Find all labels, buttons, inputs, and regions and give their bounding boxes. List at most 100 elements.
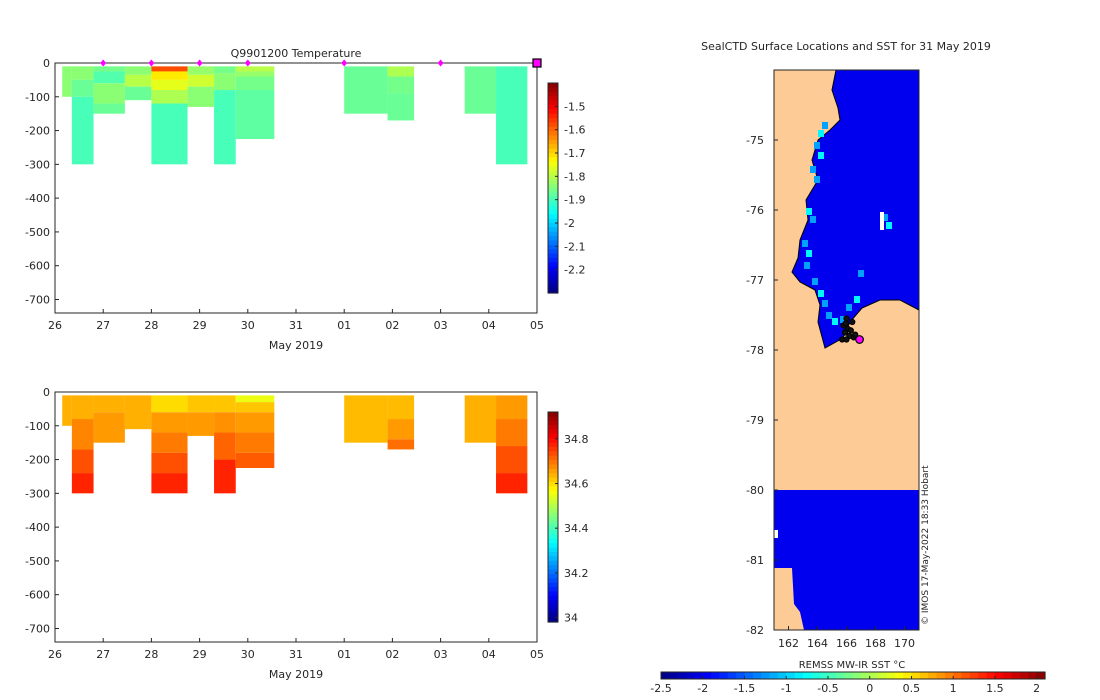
temperature-cell-1-2 — [71, 96, 94, 165]
sst-colorbar-step — [886, 672, 896, 679]
temperature-colorbar-label: -1.9 — [564, 194, 585, 207]
sst-colorbar-step — [961, 672, 971, 679]
salinity-panel: 0 -100 -200 -300 -400 -500 -600 -700 26 27 28 29 30… — [25, 386, 588, 681]
salinity-xtick-label: 04 — [482, 648, 496, 661]
temperature-colorbar-label: -2.1 — [564, 240, 585, 253]
salinity-xtick-label: 01 — [337, 648, 351, 661]
salinity-colorbar-step — [548, 530, 558, 536]
salinity-cell-4-3 — [151, 452, 188, 474]
salinity-cell-5-0 — [187, 395, 215, 413]
temperature-colorbar-step — [548, 87, 558, 93]
sst-colorbar-label: 1 — [950, 682, 957, 695]
temperature-colorbar-step — [548, 113, 558, 119]
coastal-sst-cell — [806, 208, 812, 215]
salinity-colorbar-step — [548, 591, 558, 597]
sst-colorbar-label: 0.5 — [903, 682, 921, 695]
salinity-colorbar-step — [548, 499, 558, 505]
sst-colorbar-step — [736, 672, 746, 679]
sst-colorbar-step — [694, 672, 704, 679]
temperature-colorbar-step — [548, 236, 558, 242]
temperature-cell-0-0 — [62, 66, 72, 97]
temperature-title: Q9901200 Temperature — [231, 47, 362, 60]
salinity-x-ticks: 26 27 28 29 30 31 01 02 03 04 05 — [48, 638, 544, 661]
surface-location-marker — [148, 59, 155, 67]
temperature-colorbar-step — [548, 223, 558, 228]
salinity-cell-2-1 — [93, 412, 125, 443]
coastal-sst-cell — [832, 318, 838, 325]
sst-colorbar-step — [878, 672, 887, 679]
salinity-colorbar-step — [548, 525, 558, 531]
map-lon-tick-label: 166 — [836, 637, 857, 650]
salinity-cell-7-3 — [235, 432, 275, 453]
salinity-colorbar-step — [548, 617, 558, 623]
temperature-colorbar-step — [548, 100, 558, 106]
temperature-colorbar-step — [548, 174, 558, 180]
temperature-cell-5-2 — [187, 86, 215, 107]
temperature-colorbar-step — [548, 196, 558, 202]
salinity-cell-8-0 — [344, 395, 388, 443]
salinity-cell-5-1 — [187, 412, 215, 436]
temperature-colorbar-step — [548, 271, 558, 277]
temperature-xtick-label: 30 — [241, 319, 255, 332]
temperature-colorbar-step — [548, 284, 558, 290]
sst-colorbar-step — [994, 672, 1004, 679]
surface-location-marker — [244, 59, 251, 67]
temperature-colorbar-step — [548, 227, 558, 233]
temperature-colorbar-label: -2.2 — [564, 264, 585, 277]
sst-colorbar-step — [811, 672, 821, 679]
salinity-cell-1-2 — [71, 449, 94, 474]
temperature-xtick-label: 05 — [530, 319, 544, 332]
salinity-colorbar-step — [548, 565, 558, 571]
temperature-cell-3-1 — [124, 74, 152, 87]
sst-colorbar-step — [1003, 672, 1013, 679]
map-lat-tick-label: -81 — [746, 554, 764, 567]
temperature-colorbar-step — [548, 148, 558, 154]
coastal-sst-cell — [806, 250, 812, 257]
salinity-colorbar-step — [548, 582, 558, 588]
salinity-cell-0-0 — [62, 395, 72, 426]
sst-colorbar-step — [969, 672, 979, 679]
temperature-colorbar-step — [548, 192, 558, 198]
temperature-xtick-label: 01 — [337, 319, 351, 332]
salinity-colorbar-step — [548, 608, 558, 614]
map-lat-tick-label: -80 — [746, 484, 764, 497]
coastal-sst-cell — [882, 214, 888, 221]
salinity-colorbar-step — [548, 416, 558, 422]
coastal-sst-cell — [812, 278, 818, 285]
map-lat-tick-label: -77 — [746, 274, 764, 287]
salinity-colorbar: 34.8 34.6 34.4 34.2 34 — [547, 411, 589, 625]
temperature-colorbar-step — [548, 240, 558, 246]
temperature-surface-markers — [100, 58, 542, 68]
temperature-xtick-label: 03 — [434, 319, 448, 332]
sst-colorbar-step — [953, 672, 963, 679]
salinity-colorbar-step — [548, 538, 558, 544]
salinity-cell-7-4 — [235, 452, 275, 469]
sst-colorbar-step — [869, 672, 879, 679]
temperature-xtick-label: 27 — [96, 319, 110, 332]
temperature-colorbar-step — [548, 135, 558, 141]
salinity-colorbar-step — [548, 604, 558, 610]
map-lat-tick-label: -79 — [746, 414, 764, 427]
salinity-cell-4-2 — [151, 432, 188, 453]
salinity-colorbar-step — [548, 420, 558, 426]
temperature-cell-6-1 — [214, 73, 236, 91]
temperature-colorbar-step — [548, 104, 558, 110]
sst-colorbar-step — [894, 672, 904, 679]
map-lon-ticks: 162 164 166 168 170 — [778, 626, 915, 650]
temperature-cell-7-0 — [235, 66, 275, 72]
temperature-cell-2-0 — [93, 66, 125, 72]
temperature-colorbar-step — [548, 139, 558, 145]
temperature-cell-4-0 — [151, 66, 188, 72]
sst-colorbar-step — [677, 672, 687, 679]
salinity-colorbar-step — [548, 460, 558, 466]
sst-colorbar-step — [844, 672, 854, 679]
coastal-sst-cell — [886, 222, 892, 229]
salinity-colorbar-label: 34.6 — [564, 477, 589, 490]
salinity-colorbar-step — [548, 486, 558, 492]
seal-surface-location — [849, 318, 856, 326]
sst-colorbar-label: -2.5 — [650, 682, 671, 695]
coastal-sst-cell — [826, 312, 832, 319]
salinity-xtick-label: 02 — [385, 648, 399, 661]
salinity-colorbar-step — [548, 438, 558, 444]
salinity-xtick-label: 31 — [289, 648, 303, 661]
